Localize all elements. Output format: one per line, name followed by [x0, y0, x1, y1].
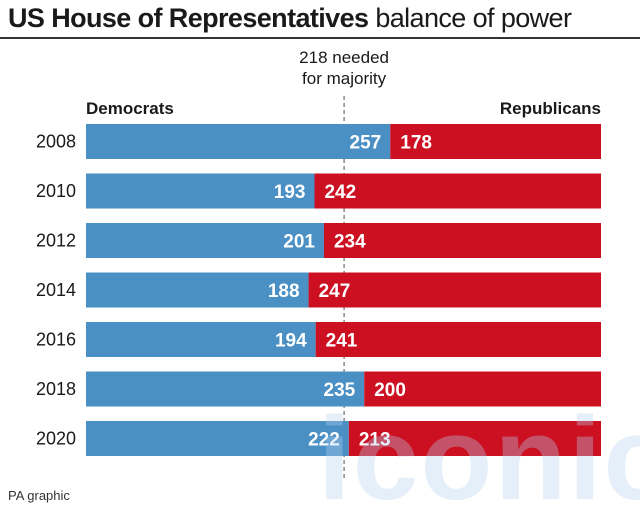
bar-republicans-2008: [390, 124, 601, 159]
value-label-republicans-2008: 178: [400, 133, 432, 154]
chart-title-bold: US House of Representatives: [8, 3, 369, 33]
legend-republicans: Republicans: [500, 99, 601, 118]
bar-democrats-2012: [86, 223, 324, 258]
bar-republicans-2014: [308, 272, 601, 308]
value-label-republicans-2016: 241: [326, 331, 358, 352]
year-label-2012: 2012: [36, 231, 76, 251]
bar-democrats-2014: [86, 272, 309, 308]
year-label-2010: 2010: [36, 181, 76, 201]
bar-democrats-2008: [86, 124, 391, 159]
bar-republicans-2010: [314, 173, 601, 209]
value-label-republicans-2010: 242: [324, 182, 356, 203]
value-label-republicans-2020: 213: [359, 430, 391, 451]
value-label-democrats-2020: 222: [308, 430, 340, 451]
value-label-republicans-2018: 200: [374, 380, 406, 401]
stacked-bar-chart: 218 needed for majority Democrats Republica…: [36, 48, 601, 480]
threshold-label-line2: for majority: [302, 69, 387, 88]
year-label-2018: 2018: [36, 379, 76, 399]
value-label-republicans-2012: 234: [334, 232, 366, 253]
year-label-2008: 2008: [36, 132, 76, 152]
bar-republicans-2012: [323, 223, 601, 258]
chart-title: US House of Representatives balance of p…: [8, 3, 572, 33]
bar-democrats-2010: [86, 173, 315, 209]
threshold-label-line1: 218 needed: [299, 48, 389, 67]
source-credit: PA graphic: [8, 488, 70, 503]
bar-democrats-2020: [86, 421, 349, 456]
year-label-2016: 2016: [36, 330, 76, 350]
bar-democrats-2016: [86, 322, 316, 357]
value-label-democrats-2016: 194: [275, 331, 307, 352]
year-label-2014: 2014: [36, 280, 76, 300]
bar-republicans-2020: [348, 421, 601, 456]
chart-root: US House of Representatives balance of p…: [0, 3, 640, 518]
value-label-democrats-2008: 257: [350, 133, 382, 154]
title-divider: [0, 37, 640, 39]
bar-democrats-2018: [86, 371, 365, 407]
legend-democrats: Democrats: [86, 99, 174, 118]
value-label-democrats-2012: 201: [283, 232, 315, 253]
year-label-2020: 2020: [36, 429, 76, 449]
bar-republicans-2016: [315, 322, 601, 357]
value-label-democrats-2010: 193: [274, 182, 306, 203]
bar-republicans-2018: [364, 371, 601, 407]
value-label-democrats-2018: 235: [324, 380, 356, 401]
chart-title-light: balance of power: [375, 3, 572, 33]
value-label-republicans-2014: 247: [319, 281, 351, 302]
value-label-democrats-2014: 188: [268, 281, 300, 302]
